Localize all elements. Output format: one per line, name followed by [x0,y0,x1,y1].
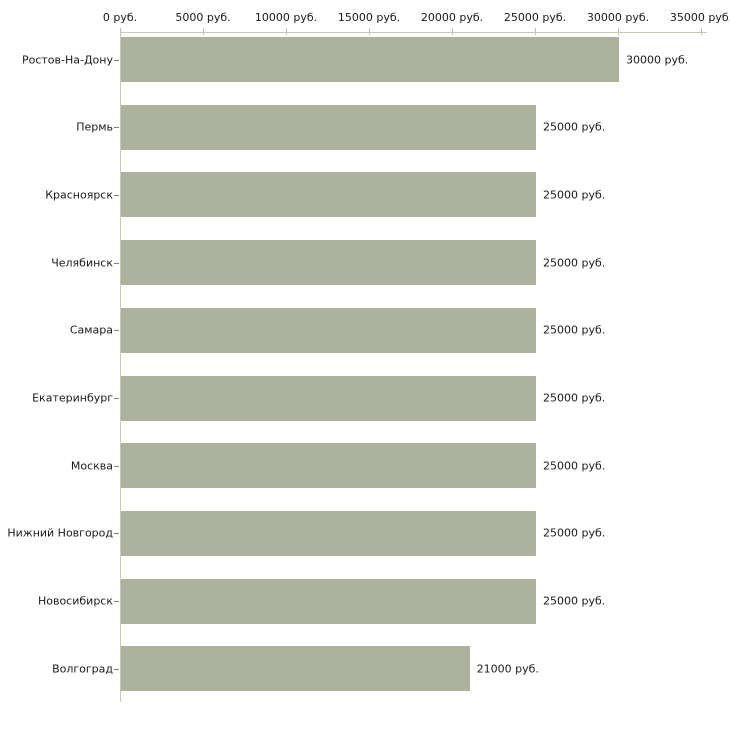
x-axis-tick [618,28,619,35]
y-axis-line [120,32,121,702]
bar-0 [121,37,619,82]
value-label: 25000 руб. [543,459,606,473]
x-tick-label: 35000 руб. [669,11,730,24]
category-label: Самара [69,323,113,337]
x-tick-label: 0 руб. [102,11,138,24]
x-axis-tick [535,28,536,35]
category-tick [114,533,119,535]
category-label: Красноярск [45,188,113,202]
x-tick-label: 10000 руб. [254,11,318,24]
x-axis-tick [286,28,287,35]
category-tick [114,398,119,399]
value-label: 25000 руб. [543,256,606,270]
x-tick-label: 30000 руб. [586,11,650,24]
value-label: 25000 руб. [543,323,606,337]
bar-1 [121,104,536,150]
category-label: Челябинск [51,256,113,270]
category-label: Екатеринбург [32,391,113,405]
category-label: Пермь [76,120,113,134]
value-label: 21000 руб. [476,662,539,676]
bar-6 [121,443,536,489]
value-label: 25000 руб. [543,391,606,405]
bar-7 [121,510,536,556]
value-label: 25000 руб. [543,188,606,202]
x-tick-label: 15000 руб. [337,11,401,24]
category-tick [114,601,119,603]
category-tick [114,668,119,670]
x-tick-label: 5000 руб. [175,11,231,24]
value-label: 25000 руб. [543,120,606,134]
x-axis-tick [203,28,204,35]
x-tick-label: 25000 руб. [503,11,567,24]
category-tick [114,194,119,196]
category-tick [114,127,119,129]
category-tick [114,330,119,332]
category-label: Волгоград [52,662,113,676]
category-label: Нижний Новгород [7,526,113,540]
bar-9 [121,646,470,692]
value-label: 25000 руб. [543,526,606,540]
bar-3 [121,240,536,286]
category-tick [114,59,119,61]
x-axis-tick [369,28,370,35]
x-tick-label: 20000 руб. [420,11,484,24]
category-tick [114,262,119,264]
x-axis-line [120,32,707,33]
value-label: 30000 руб. [626,53,689,66]
bar-8 [121,578,536,624]
category-label: Новосибирск [37,594,113,608]
category-label: Ростов-На-Дону [21,53,113,66]
category-tick [114,465,119,467]
x-axis-tick [120,28,121,35]
bar-2 [121,172,536,218]
value-label: 25000 руб. [543,594,606,608]
category-label: Москва [70,459,113,473]
bar-5 [121,375,536,421]
bar-4 [121,307,536,353]
x-axis-tick [701,28,702,35]
x-axis-tick [452,28,453,35]
